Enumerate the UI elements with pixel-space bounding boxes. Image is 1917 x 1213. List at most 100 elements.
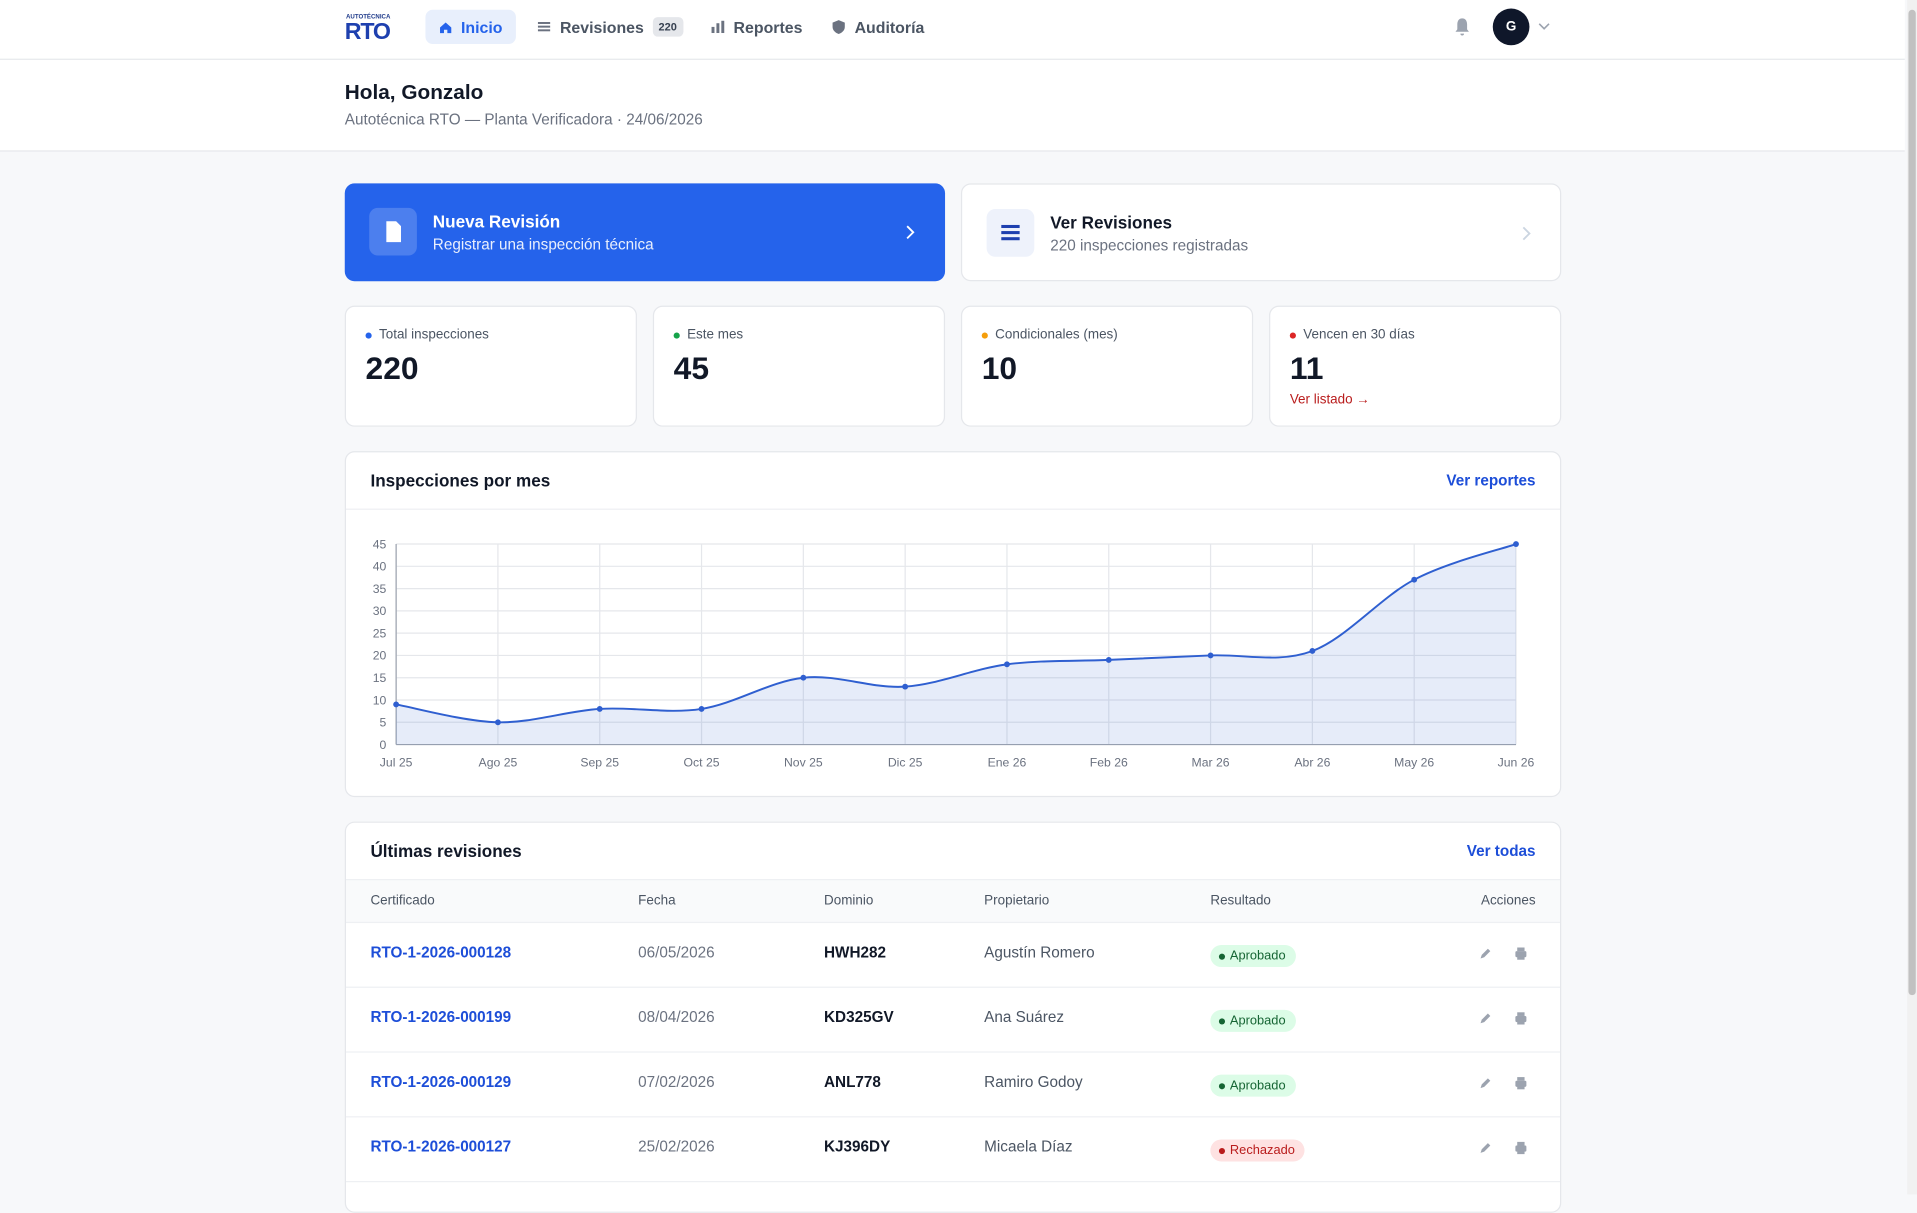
y-tick-label: 0 (380, 738, 387, 752)
point (1411, 576, 1418, 583)
stat-link[interactable]: Ver listado → (1289, 392, 1370, 408)
point (596, 705, 603, 712)
column-header: Fecha (638, 893, 676, 909)
chevron-down[interactable] (1538, 22, 1550, 32)
bar-icon (711, 20, 725, 34)
stat-label: Vencen en 30 días (1303, 327, 1415, 343)
y-tick-label: 20 (373, 649, 387, 663)
icon-box (986, 209, 1035, 257)
bell-icon[interactable] (1454, 17, 1471, 37)
table-cell: 08/04/2026 (638, 1008, 715, 1026)
point (1105, 656, 1112, 663)
list-icon (537, 22, 551, 32)
table-cell: 06/05/2026 (638, 943, 715, 961)
home-icon (440, 21, 452, 33)
point (902, 683, 909, 690)
column-header: Certificado (370, 893, 435, 909)
table-cell[interactable]: RTO-1-2026-000199 (370, 1008, 512, 1026)
table-row[interactable]: RTO-1-2026-000199 08/04/2026 KD325GV Ana Su… (345, 987, 1561, 1053)
table-row[interactable]: RTO-1-2026-000127 25/02/2026 KJ396DY Micael… (345, 1116, 1561, 1183)
nav-inicio[interactable]: Inicio (425, 9, 516, 45)
stat-label: Este mes (687, 327, 744, 343)
print-icon[interactable] (1514, 1011, 1529, 1026)
nav-auditoria[interactable]: Auditoría (818, 10, 938, 44)
edit-icon[interactable] (1478, 946, 1493, 961)
table-head: Certificado Fecha Dominio Propietario Re… (345, 879, 1561, 924)
doc-icon (386, 221, 402, 243)
new-review-card[interactable]: Nueva Revisión Registrar una inspección … (344, 183, 946, 282)
action-title: Ver Revisiones (1050, 212, 1172, 233)
stat-value: 10 (981, 349, 1018, 387)
print-icon[interactable] (1514, 1141, 1529, 1156)
subtitle: Autotécnica RTO — Planta Verificadora · … (344, 111, 703, 129)
nav-badge: 220 (652, 17, 684, 37)
print-icon[interactable] (1514, 946, 1529, 961)
table-cell: 25/02/2026 (638, 1138, 715, 1156)
scroll-thumb[interactable] (1908, 9, 1916, 996)
status-badge: Aprobado (1210, 1009, 1296, 1032)
stat-value: 45 (673, 349, 710, 387)
y-tick-label: 5 (380, 716, 387, 730)
table-row[interactable]: RTO-1-2026-000129 07/02/2026 ANL778 Ramiro … (345, 1051, 1561, 1118)
chart-card: Inspecciones por mes Ver reportes 0 5 10 15… (344, 451, 1562, 798)
column-header: Propietario (984, 893, 1050, 909)
shield-icon (832, 20, 845, 34)
edit-icon[interactable] (1478, 1076, 1493, 1091)
action-subtitle: Registrar una inspección técnica (432, 235, 654, 254)
table-cell: Ana Suárez (984, 1008, 1065, 1026)
stat-card: Condicionales (mes) 10 (960, 305, 1254, 427)
status-badge: Aprobado (1210, 945, 1296, 968)
area-fill (396, 544, 1516, 745)
table-cell[interactable]: RTO-1-2026-000129 (370, 1073, 512, 1091)
avatar[interactable]: G (1492, 8, 1530, 46)
nav-reportes[interactable]: Reportes (697, 10, 816, 44)
table-cell: Ramiro Godoy (984, 1073, 1083, 1091)
table-cell: KJ396DY (824, 1138, 891, 1156)
table-cell[interactable]: RTO-1-2026-000127 (370, 1138, 512, 1156)
page-header: Hola, Gonzalo Autotécnica RTO — Planta V… (0, 59, 1905, 152)
line (395, 543, 1517, 724)
point (393, 701, 400, 708)
edit-icon[interactable] (1478, 1141, 1493, 1156)
x-tick-label: Sep 25 (580, 756, 619, 770)
table-cell: KD325GV (824, 1008, 894, 1026)
nav-label: Revisiones (559, 17, 644, 37)
point (698, 705, 705, 712)
list-icon (1001, 224, 1020, 241)
table-cell[interactable]: RTO-1-2026-000128 (370, 943, 512, 961)
table-cell: Agustín Romero (984, 943, 1095, 961)
table-cell: Micaela Díaz (984, 1138, 1073, 1156)
logo-small: AUTOTÉCNICA (345, 13, 391, 21)
table-title: Últimas revisiones (370, 841, 522, 861)
divider (345, 508, 1561, 510)
print-icon[interactable] (1514, 1076, 1529, 1091)
greeting: Hola, Gonzalo (344, 80, 484, 104)
stat-label: Condicionales (mes) (995, 327, 1118, 343)
x-tick-label: Jul 25 (380, 756, 413, 770)
table-card: Últimas revisiones Ver todas Certificado… (344, 821, 1562, 1213)
nav-label: Auditoría (854, 17, 925, 37)
nav-revisiones[interactable]: Revisiones 220 (523, 10, 696, 44)
x-tick-label: Ago 25 (479, 756, 518, 770)
edit-icon[interactable] (1478, 1011, 1493, 1026)
stat-card: Total inspecciones 220 (344, 305, 637, 427)
table-cell: ANL778 (824, 1073, 881, 1091)
stat-value: 220 (365, 349, 419, 387)
stat-label: Total inspecciones (378, 327, 489, 343)
point (494, 719, 501, 726)
chevron (906, 225, 915, 240)
logo[interactable]: RTO (344, 19, 391, 46)
x-tick-label: Nov 25 (784, 756, 823, 770)
view-reviews-card[interactable]: Ver Revisiones 220 inspecciones registra… (960, 183, 1562, 282)
x-tick-label: Dic 25 (888, 756, 923, 770)
chart-link[interactable]: Ver reportes (1446, 471, 1536, 490)
chart-title: Inspecciones por mes (370, 470, 551, 491)
x-tick-label: Oct 25 (684, 756, 720, 770)
status-badge: Rechazado (1210, 1139, 1305, 1162)
table-row[interactable]: RTO-1-2026-000128 06/05/2026 HWH282 Agustín… (345, 922, 1561, 988)
icon-box (369, 207, 417, 256)
y-tick-label: 45 (373, 537, 387, 551)
table-link[interactable]: Ver todas (1466, 842, 1536, 860)
